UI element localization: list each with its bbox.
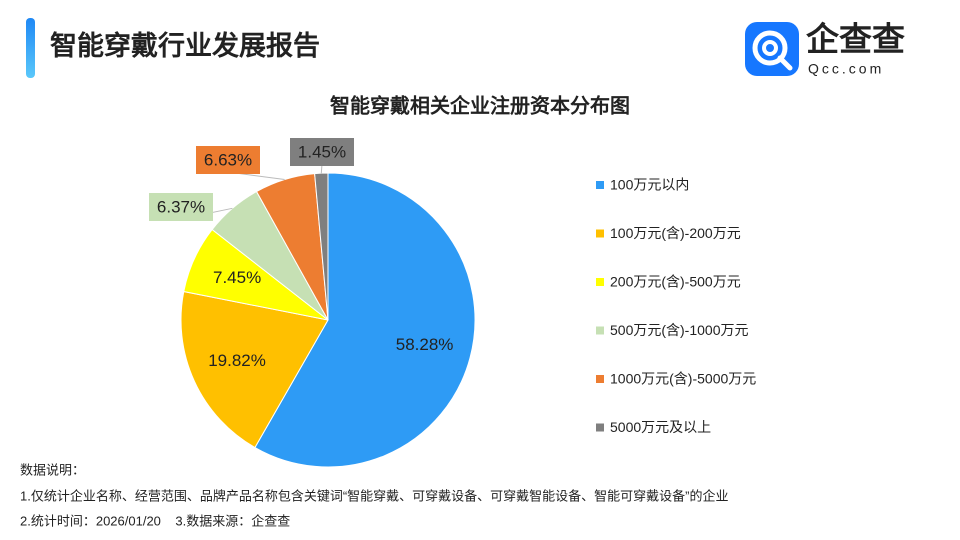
legend-swatch — [596, 278, 604, 286]
title-accent — [26, 18, 35, 78]
logo-text: 企查查 — [806, 21, 905, 58]
pie-slice — [254, 172, 476, 468]
data-label: 6.37% — [157, 197, 205, 216]
legend-swatch — [596, 181, 604, 189]
legend-swatch — [596, 375, 604, 383]
logo-handle — [777, 55, 793, 71]
legend-label: 500万元(含)-1000万元 — [610, 322, 749, 338]
logo-ring — [762, 40, 778, 56]
legend-swatch — [596, 326, 604, 335]
label-box — [149, 193, 213, 221]
legend-label: 200万元(含)-500万元 — [610, 274, 741, 290]
legend-label: 5000万元及以上 — [610, 419, 711, 435]
data-label: 1.45% — [298, 142, 346, 161]
legend-label: 100万元(含)-200万元 — [610, 225, 741, 241]
label-box — [196, 146, 260, 174]
logo-ring — [752, 30, 788, 66]
data-label: 7.45% — [213, 268, 261, 287]
note: 2.统计时间：2026/01/20 3.数据来源：企查查 — [20, 513, 290, 528]
logo: 企查查 Qcc.com — [745, 21, 905, 77]
logo-sub: Qcc.com — [808, 61, 884, 77]
chart-title: 智能穿戴相关企业注册资本分布图 — [330, 93, 630, 117]
note: 数据说明： — [20, 462, 85, 477]
page-title: 智能穿戴行业发展报告 — [50, 30, 320, 61]
pie-slice — [180, 290, 329, 449]
legend-label: 100万元以内 — [610, 177, 689, 193]
data-label: 6.63% — [204, 150, 252, 169]
data-label: 19.82% — [208, 351, 266, 370]
label-box — [290, 138, 354, 166]
data-label: 58.28% — [396, 335, 454, 354]
legend-swatch — [596, 229, 604, 238]
pie-slice — [314, 172, 329, 321]
note: 1.仅统计企业名称、经营范围、品牌产品名称包含关键词“智能穿戴、可穿戴设备、可穿… — [20, 488, 729, 503]
legend-swatch — [596, 423, 604, 432]
legend-label: 1000万元(含)-5000万元 — [610, 371, 756, 387]
